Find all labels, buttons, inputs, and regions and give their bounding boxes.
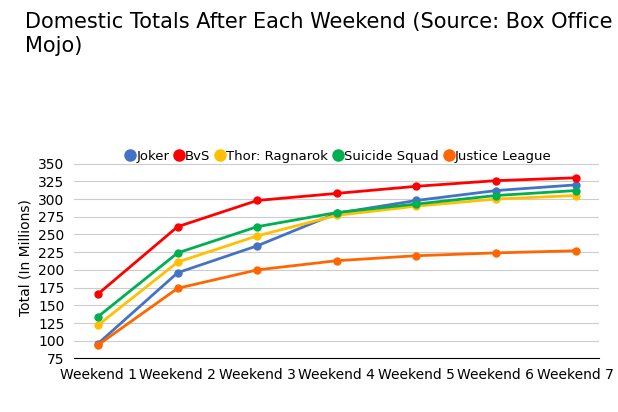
Thor: Ragnarok: (0, 122): Ragnarok: (0, 122) bbox=[95, 323, 102, 328]
BvS bbox=[174, 224, 181, 229]
Y-axis label: Total (In Millions): Total (In Millions) bbox=[19, 199, 33, 316]
Justice League bbox=[95, 342, 102, 347]
Joker bbox=[413, 198, 420, 203]
Suicide Squad bbox=[572, 188, 579, 193]
BvS bbox=[413, 184, 420, 189]
Justice League bbox=[253, 267, 261, 272]
Suicide Squad bbox=[493, 193, 500, 198]
Thor: Ragnarok: (3, 277): Ragnarok: (3, 277) bbox=[333, 213, 341, 218]
Joker bbox=[95, 341, 102, 346]
Line: Justice League: Justice League bbox=[95, 247, 579, 349]
Thor: Ragnarok: (6, 305): Ragnarok: (6, 305) bbox=[572, 193, 579, 198]
Justice League bbox=[174, 286, 181, 291]
BvS bbox=[333, 191, 341, 196]
Suicide Squad bbox=[253, 224, 261, 229]
Suicide Squad bbox=[174, 250, 181, 255]
BvS bbox=[572, 176, 579, 180]
Thor: Ragnarok: (5, 300): Ragnarok: (5, 300) bbox=[493, 197, 500, 201]
Legend: Joker, BvS, Thor: Ragnarok, Suicide Squad, Justice League: Joker, BvS, Thor: Ragnarok, Suicide Squa… bbox=[123, 145, 557, 168]
Suicide Squad bbox=[413, 201, 420, 206]
Suicide Squad bbox=[95, 314, 102, 319]
Justice League bbox=[493, 250, 500, 255]
Thor: Ragnarok: (2, 248): Ragnarok: (2, 248) bbox=[253, 234, 261, 239]
BvS bbox=[253, 198, 261, 203]
Line: Thor: Ragnarok: Thor: Ragnarok bbox=[95, 192, 579, 329]
Text: Domestic Totals After Each Weekend (Source: Box Office
Mojo): Domestic Totals After Each Weekend (Sour… bbox=[25, 12, 612, 56]
Line: BvS: BvS bbox=[95, 174, 579, 297]
BvS bbox=[493, 178, 500, 183]
Thor: Ragnarok: (1, 211): Ragnarok: (1, 211) bbox=[174, 260, 181, 265]
Justice League bbox=[572, 248, 579, 253]
Joker bbox=[253, 243, 261, 248]
Justice League bbox=[333, 258, 341, 263]
Joker bbox=[333, 211, 341, 216]
Line: Suicide Squad: Suicide Squad bbox=[95, 187, 579, 320]
Line: Joker: Joker bbox=[95, 181, 579, 347]
Thor: Ragnarok: (4, 290): Ragnarok: (4, 290) bbox=[413, 204, 420, 208]
Joker bbox=[174, 270, 181, 275]
BvS bbox=[95, 292, 102, 297]
Joker bbox=[572, 183, 579, 187]
Justice League bbox=[413, 253, 420, 258]
Suicide Squad bbox=[333, 210, 341, 215]
Joker bbox=[493, 188, 500, 193]
